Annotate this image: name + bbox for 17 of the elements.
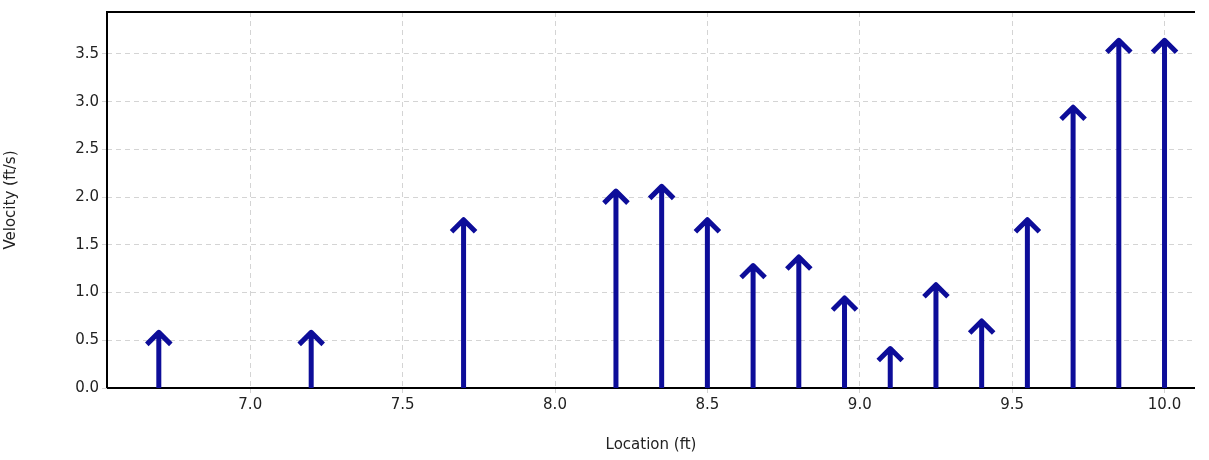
x-tick-label: 8.5 [695, 394, 720, 413]
x-tick-label: 9.0 [847, 394, 872, 413]
x-axis-title: Location (ft) [605, 434, 697, 453]
y-axis-title: Velocity (ft/s) [0, 150, 19, 250]
y-tick-label: 1.0 [75, 282, 99, 301]
y-tick-label: 3.5 [75, 43, 99, 62]
x-tick-label: 7.0 [238, 394, 263, 413]
y-tick-label: 2.5 [75, 139, 99, 158]
y-tick-label: 3.0 [75, 91, 99, 110]
x-tick-label: 10.0 [1147, 394, 1182, 413]
y-tick-label: 0.0 [75, 377, 99, 396]
y-tick-label: 1.5 [75, 234, 99, 253]
x-tick-label: 8.0 [543, 394, 567, 413]
y-tick-label: 0.5 [75, 330, 99, 349]
x-tick-label: 9.5 [1000, 394, 1025, 413]
x-tick-label: 7.5 [390, 394, 415, 413]
y-tick-label: 2.0 [75, 187, 99, 206]
